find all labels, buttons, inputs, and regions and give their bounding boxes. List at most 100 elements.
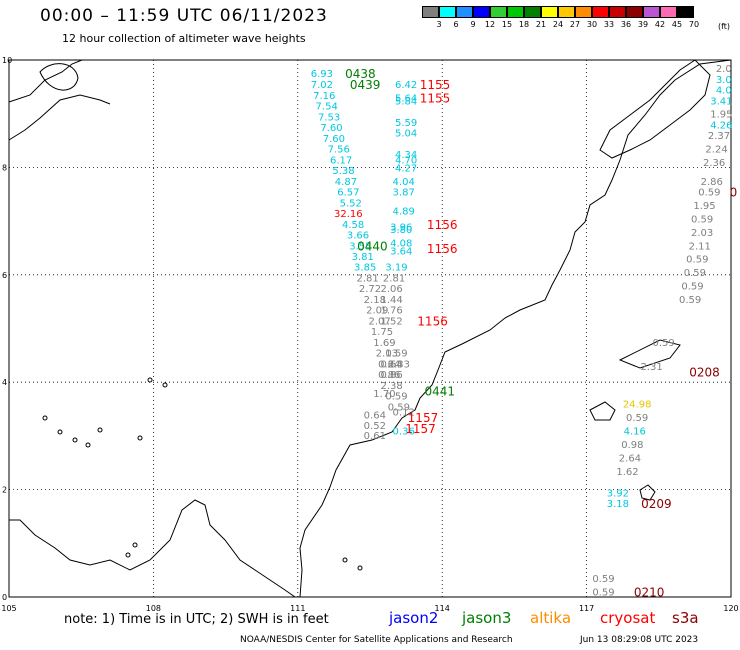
legend-tick-label: 36	[620, 20, 632, 29]
wave-height-label: 1.75	[371, 327, 393, 338]
wave-height-label: 7.53	[318, 112, 340, 123]
wave-height-label: 2.86	[701, 177, 723, 188]
legend-swatch	[609, 6, 626, 18]
pass-time-label: 1157	[405, 422, 436, 436]
legend-swatch	[677, 6, 694, 18]
islet	[57, 429, 63, 435]
wave-height-label: 4.16	[624, 427, 646, 438]
wave-height-label: 0.61	[364, 431, 386, 442]
legend-jason2: jason2	[389, 609, 439, 627]
wave-height-label: 3.87	[393, 188, 415, 199]
y-tick-label: 8	[2, 163, 7, 172]
wave-height-label: 4.0	[716, 86, 732, 97]
x-tick-label: 120	[723, 604, 738, 613]
legend-swatch	[575, 6, 592, 18]
generated-date: Jun 13 08:29:08 UTC 2023	[580, 635, 699, 645]
wave-height-label: 4.34	[395, 150, 417, 161]
y-tick-label: 6	[2, 271, 7, 280]
wave-height-label: 1.52	[381, 316, 403, 327]
coastline	[589, 401, 616, 421]
legend-tick-label: 27	[569, 20, 581, 29]
wave-height-label: 2.36	[703, 158, 725, 169]
wave-height-label: 3.55	[349, 241, 371, 252]
islet	[342, 557, 348, 563]
y-tick-label: 0	[2, 593, 7, 602]
wave-height-label: 5.52	[340, 198, 362, 209]
legend-tick-label: 70	[688, 20, 700, 29]
wave-height-label: 2.11	[689, 241, 711, 252]
wave-height-label: 7.60	[323, 134, 345, 145]
wave-height-label: 2.72	[359, 284, 381, 295]
islet	[132, 542, 138, 548]
wave-height-label: 2.38	[381, 381, 403, 392]
islet	[162, 382, 168, 388]
wave-height-label: 2.64	[619, 453, 641, 464]
legend-swatch	[558, 6, 575, 18]
legend-swatch	[643, 6, 660, 18]
legend-tick-label: 15	[501, 20, 513, 29]
wave-height-label: 0.59	[385, 349, 407, 360]
wave-height-label: 0.64	[378, 359, 400, 370]
wave-height-label: 5.64	[395, 94, 417, 105]
wave-height-label: 1.70	[373, 389, 395, 400]
legend-altika: altika	[530, 609, 572, 627]
map-subtitle: 12 hour collection of altimeter wave hei…	[62, 32, 306, 45]
x-tick-label: 111	[290, 604, 305, 613]
coastline	[8, 94, 111, 141]
legend-tick-label: 6	[453, 20, 459, 29]
wave-height-label: 7.56	[328, 145, 350, 156]
legend-unit: (ft)	[718, 22, 731, 31]
y-tick-label: 4	[2, 378, 7, 387]
legend-swatch	[507, 6, 524, 18]
wave-height-label: 0.59	[681, 282, 703, 293]
pass-time-label: 1155	[420, 78, 451, 92]
wave-height-label: 3.81	[352, 252, 374, 263]
wave-height-label: 0.59	[592, 574, 614, 585]
wave-height-label: 0.59	[691, 214, 713, 225]
wave-height-label: 2.33	[388, 359, 410, 370]
wave-height-label: 24.98	[623, 400, 652, 411]
wave-height-label: 2.06	[381, 284, 403, 295]
wave-height-label: 3.92	[607, 488, 629, 499]
legend-color-bar	[422, 6, 694, 18]
wave-height-label: 3.85	[354, 263, 376, 274]
legend-tick-label: 3	[436, 20, 442, 29]
wave-height-label: 4.58	[342, 220, 364, 231]
y-tick-label: 10	[2, 56, 12, 65]
legend-tick-label: 9	[470, 20, 476, 29]
coastline	[8, 59, 83, 103]
wave-height-label: 3.96	[390, 222, 412, 233]
x-tick-label: 114	[435, 604, 450, 613]
wave-height-label: 1.69	[373, 338, 395, 349]
legend-tick-label: 45	[671, 20, 683, 29]
wave-height-label: 2.13	[376, 349, 398, 360]
wave-height-label: 1.76	[381, 306, 403, 317]
wave-height-label: 7.02	[311, 80, 333, 91]
wave-height-label: 0.59	[684, 268, 706, 279]
legend-tick-label: 39	[637, 20, 649, 29]
legend-labels: 3 6 9 12 15 18 21 24 27 30 33 36 39 42 45 70	[422, 18, 699, 30]
map-title: 00:00 – 11:59 UTC 06/11/2023	[40, 6, 328, 26]
legend-swatch	[456, 6, 473, 18]
wave-height-label: 1.62	[616, 467, 638, 478]
y-tick-label: 2	[2, 486, 7, 495]
wave-height-label: 2.37	[708, 131, 730, 142]
legend-swatch	[490, 6, 507, 18]
footer-note: note: 1) Time is in UTC; 2) SWH is in fe…	[64, 612, 329, 627]
wave-height-label: 7.54	[316, 102, 338, 113]
wave-height-label: 6.57	[337, 188, 359, 199]
wave-height-label: 4.70	[395, 155, 417, 166]
islet	[125, 552, 131, 558]
wave-height-label: 2.81	[356, 273, 378, 284]
wave-height-label: 2.0	[716, 64, 732, 75]
wave-height-label: 0.86	[381, 370, 403, 381]
wave-height-label: 2.24	[705, 145, 727, 156]
wave-height-label: 6.42	[395, 80, 417, 91]
legend-swatch	[422, 6, 439, 18]
wave-height-label: 7.16	[313, 91, 335, 102]
legend-swatch	[524, 6, 541, 18]
legend-tick-label: 30	[586, 20, 598, 29]
wave-height-label: 1.95	[693, 201, 715, 212]
wave-height-label: 0.98	[621, 440, 643, 451]
legend-swatch	[439, 6, 456, 18]
